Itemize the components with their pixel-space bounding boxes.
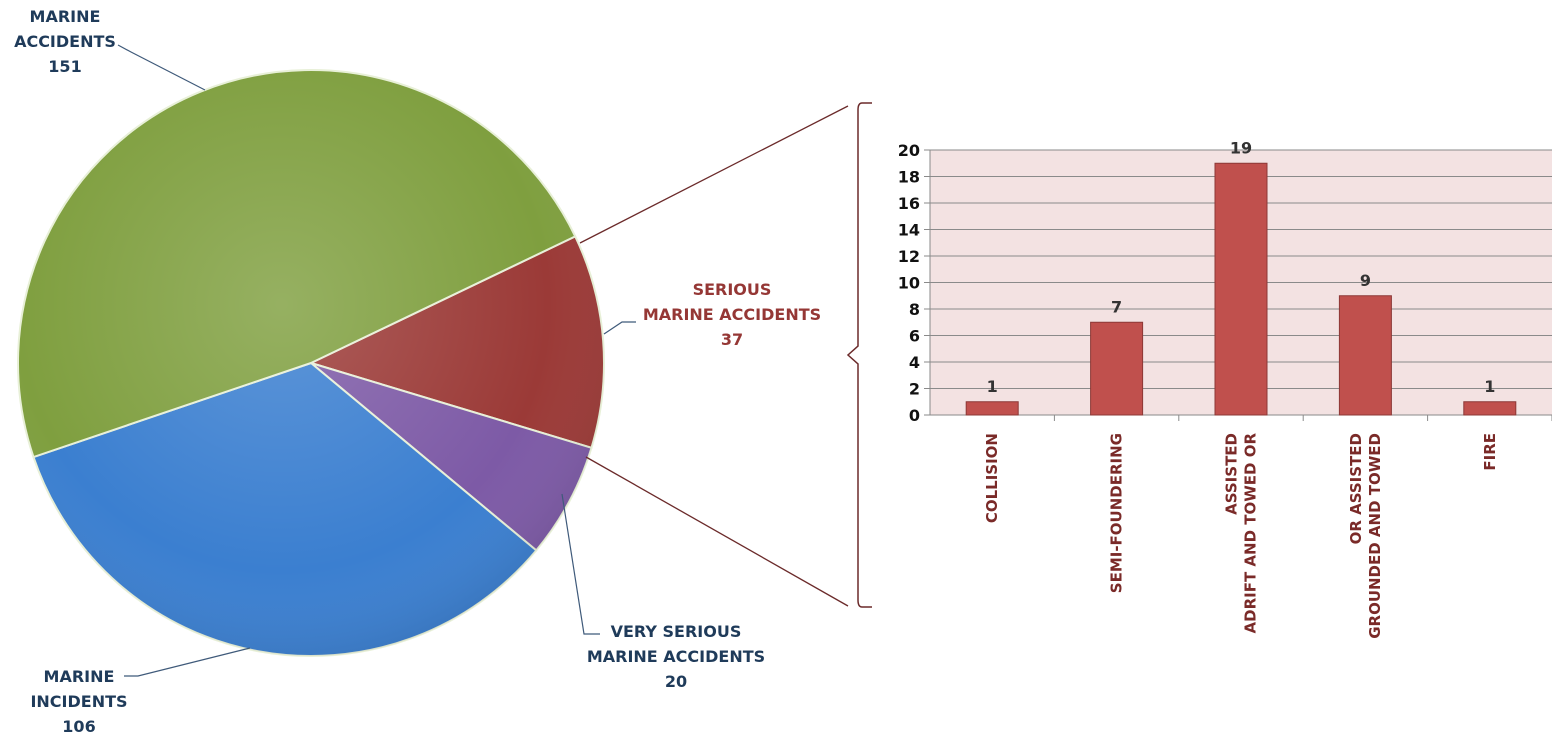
y-tick-label: 8 <box>909 300 920 319</box>
x-tick-label: SEMI-FOUNDERING <box>1108 433 1126 593</box>
bracket <box>846 102 872 608</box>
bar-grounded-and-towed-or-assisted <box>1338 295 1392 416</box>
pie-label-line: INCIDENTS <box>30 692 128 711</box>
y-tick-label: 4 <box>909 353 920 372</box>
y-tick-label: 20 <box>898 141 920 160</box>
bar-adrift-and-towed-or-assisted <box>1214 162 1268 416</box>
pie-chart <box>17 44 636 677</box>
leader-very-serious-marine-accidents <box>561 493 600 635</box>
pie-label-very-serious-marine-accidents: VERY SERIOUS MARINE ACCIDENTS 20 <box>576 619 776 694</box>
leader-serious-marine-accidents <box>603 321 636 335</box>
bar-data-label: 7 <box>1111 297 1122 316</box>
pie-label-value: 151 <box>48 57 82 76</box>
bar-collision <box>965 401 1019 416</box>
connector-bottom <box>585 456 849 607</box>
pie-label-line: MARINE <box>29 7 101 26</box>
pie-label-value: 20 <box>664 672 688 691</box>
y-tick-label: 18 <box>898 168 920 187</box>
leader-marine-accidents <box>117 44 206 91</box>
pie-label-marine-accidents: MARINE ACCIDENTS 151 <box>10 4 120 79</box>
bar-chart: 0 2 4 6 8 10 12 14 16 18 20 1 COLLISION 7 SEMI-FOUNDER… <box>898 138 1552 639</box>
pie-label-line: MARINE ACCIDENTS <box>586 647 766 666</box>
pie-label-line: VERY SERIOUS <box>610 622 742 641</box>
bar-fire <box>1463 401 1517 416</box>
pie-label-value: 37 <box>720 330 744 349</box>
bar-semi-foundering <box>1090 321 1144 416</box>
x-tick-label: ADRIFT AND TOWED OR <box>1242 433 1260 634</box>
bar-data-label: 1 <box>1484 377 1495 396</box>
x-tick-label: GROUNDED AND TOWED <box>1366 433 1384 639</box>
pie-label-value: 106 <box>62 717 96 736</box>
y-tick-label: 2 <box>909 380 920 399</box>
pie-label-line: SERIOUS <box>692 280 772 299</box>
bar-data-label: 1 <box>987 377 998 396</box>
y-tick-label: 14 <box>898 221 920 240</box>
bar-data-label: 9 <box>1360 271 1371 290</box>
pie-label-line: ACCIDENTS <box>14 32 116 51</box>
y-tick-label: 12 <box>898 247 920 266</box>
y-tick-label: 6 <box>909 327 920 346</box>
y-tick-label: 16 <box>898 194 920 213</box>
pie-label-marine-incidents: MARINE INCIDENTS 106 <box>24 664 134 739</box>
bar-data-label: 19 <box>1230 138 1252 157</box>
x-tick-label: COLLISION <box>983 433 1001 523</box>
pie-to-bar-connectors <box>579 102 872 608</box>
connector-top <box>579 105 849 244</box>
leader-marine-incidents <box>124 647 251 677</box>
x-tick-label: FIRE <box>1481 433 1499 471</box>
pie-label-serious-marine-accidents: SERIOUS MARINE ACCIDENTS 37 <box>632 277 832 352</box>
x-tick-label: OR ASSISTED <box>1347 433 1365 544</box>
y-tick-label: 10 <box>898 274 920 293</box>
x-tick-label: ASSISTED <box>1223 433 1241 515</box>
y-tick-label: 0 <box>909 406 920 425</box>
pie-label-line: MARINE ACCIDENTS <box>642 305 822 324</box>
pie-label-line: MARINE <box>43 667 115 686</box>
